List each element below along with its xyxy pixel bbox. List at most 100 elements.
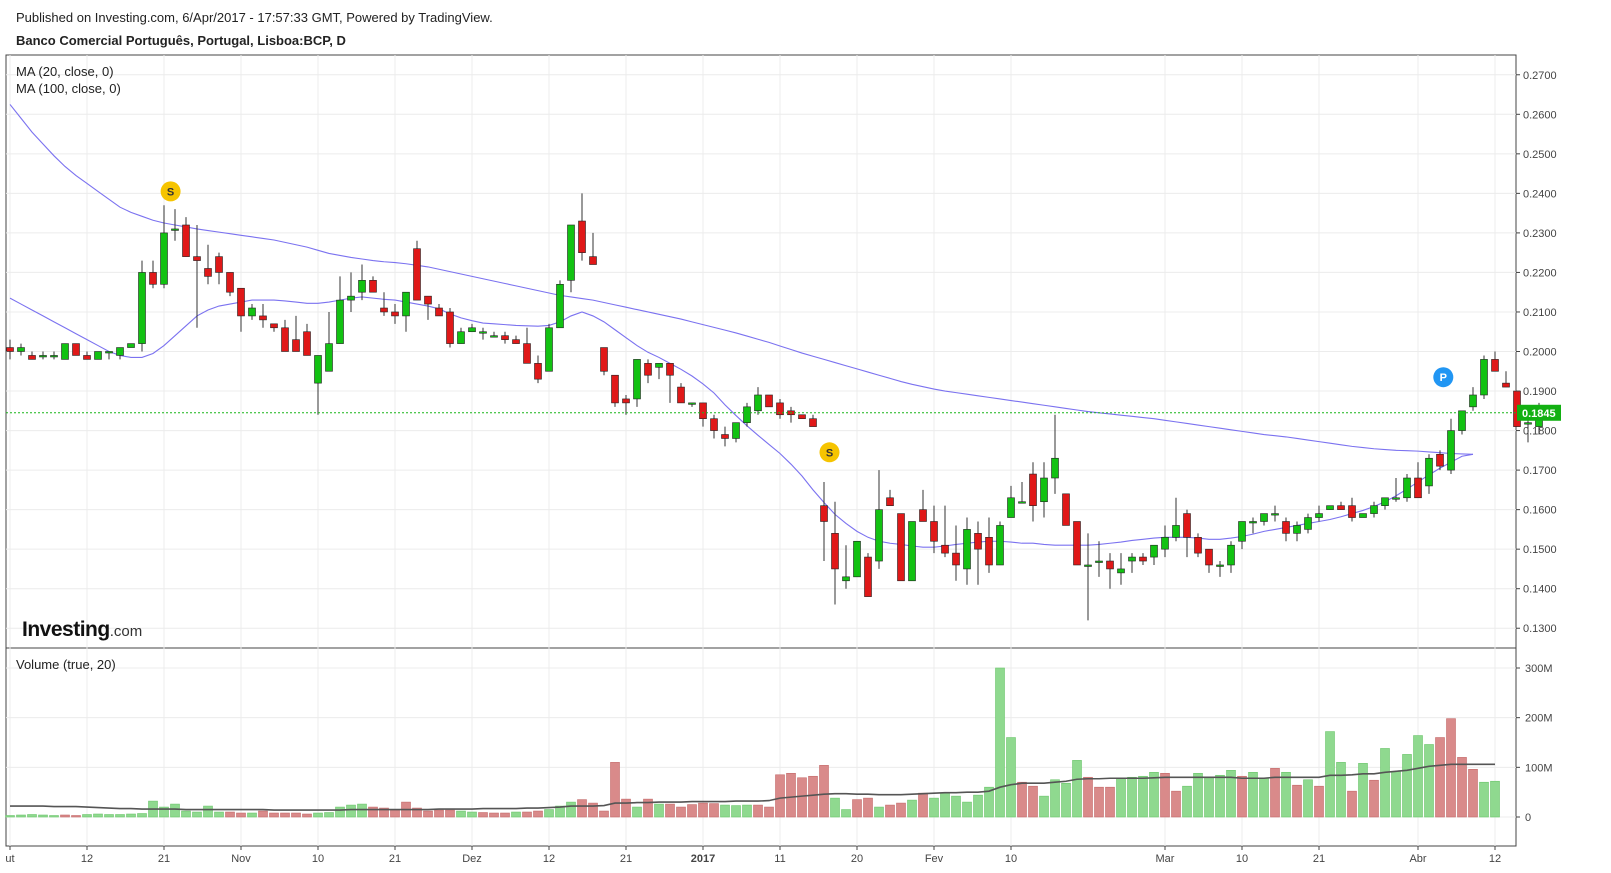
legend-volume: Volume (true, 20) [16,657,116,672]
candle-body [809,418,817,427]
volume-bar [1061,782,1071,818]
candle-body [28,355,36,360]
candle-body [1128,556,1136,562]
candle-body [578,220,586,253]
volume-bar [775,774,785,818]
price-tick-label: 0.1500 [1523,544,1557,556]
volume-bar [995,667,1005,818]
time-tick-label: 12 [543,853,555,865]
candle-body [1084,564,1092,567]
candle-body [457,331,465,344]
candle-body [1348,505,1356,518]
volume-bar [115,814,125,818]
volume-bar [874,806,884,818]
volume-bar [280,812,290,818]
volume-bar [511,811,521,818]
volume-bars [5,667,1500,818]
volume-bar [819,765,829,818]
candle-body [259,315,267,321]
signal-marker-label: S [826,447,833,459]
volume-bar [962,801,972,818]
candle-body [842,576,850,582]
volume-bar [1127,776,1137,818]
candle-body [39,355,47,358]
candle-body [963,529,971,570]
candle-body [1029,473,1037,506]
volume-bar [159,806,169,818]
volume-bar [324,812,334,818]
candle-body [1414,477,1422,499]
candle-body [1469,394,1477,408]
price-tick-label: 0.2600 [1523,109,1557,121]
volume-bar [1171,790,1181,818]
candle-body [1491,359,1499,372]
candle-body [853,540,861,578]
candle-body [1249,521,1257,524]
volume-bar [753,804,763,818]
candle-body [490,335,498,338]
volume-bar [599,810,609,818]
candle-body [17,347,25,352]
volume-bar [500,812,510,818]
volume-bar [1292,784,1302,818]
volume-bar [357,803,367,818]
volume-bar [610,762,620,818]
candle-body [1172,525,1180,538]
candle-body [611,374,619,404]
volume-bar [1193,772,1203,818]
candle-body [50,355,58,358]
time-tick-label: Dez [462,853,482,865]
volume-bar [60,814,70,818]
candle-body [930,521,938,542]
volume-bar [1116,777,1126,818]
candle-body [886,497,894,506]
volume-bar [379,807,389,818]
candle-body [1370,505,1378,514]
volume-bar [16,814,26,818]
candle-body [567,224,575,281]
volume-bar [478,812,488,818]
candle-body [149,272,157,285]
candle-body [545,327,553,372]
investing-logo: Investing.com [22,618,142,642]
volume-bar [1050,779,1060,818]
volume-bar [665,803,675,818]
signal-markers: 0.1845 S S P [6,181,1561,463]
volume-bar [1303,779,1313,818]
volume-bar [1105,786,1115,818]
candle-body [1293,525,1301,534]
time-tick-label: Mar [1156,853,1175,865]
price-tick-label: 0.2100 [1523,307,1557,319]
volume-tick-label: 100M [1525,762,1553,774]
volume-bar [1457,757,1467,818]
volume-bar [137,813,147,818]
volume-bar [786,772,796,818]
candle-body [468,327,476,333]
volume-bar [104,814,114,818]
volume-bar [1072,760,1082,818]
candle-body [1403,477,1411,499]
candle-body [1117,568,1125,574]
candle-body [1062,493,1070,526]
candle-body [633,359,641,400]
time-tick-label: 21 [158,853,170,865]
candle-body [897,513,905,582]
candle-body [303,331,311,356]
volume-bar [1094,786,1104,818]
candle-body [1502,382,1510,388]
moving-average-lines [9,104,1474,548]
candle-body [875,509,883,562]
candle-body [1315,513,1323,518]
candle-body [182,224,190,257]
volume-ma-line [10,763,1495,811]
candle-body [589,256,597,265]
volume-bar [654,803,664,818]
volume-bar [841,809,851,818]
candle-body [523,343,531,364]
volume-bar [423,810,433,818]
candle-body [831,533,839,570]
candle-body [1458,410,1466,431]
volume-bar [720,804,730,818]
volume-bar [863,797,873,818]
